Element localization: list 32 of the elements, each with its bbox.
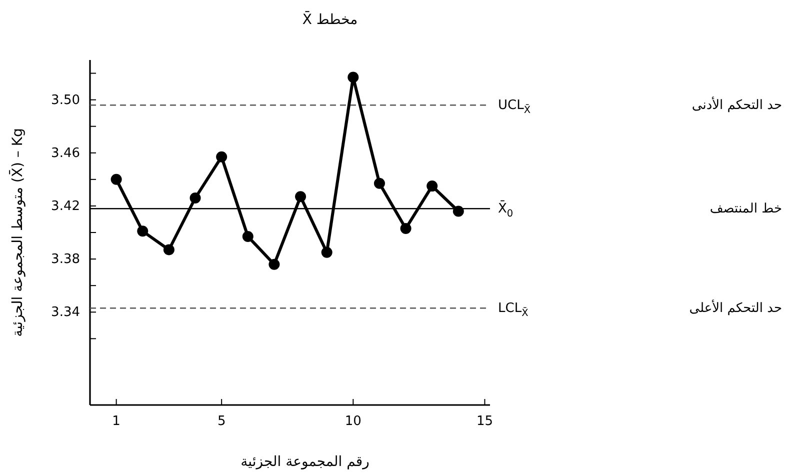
point bbox=[400, 223, 412, 234]
point bbox=[163, 244, 174, 256]
x-tick-label: 5 bbox=[217, 414, 226, 429]
y-tick-label: 3.38 bbox=[51, 252, 80, 267]
ref-line-label: UCL$_{X̄}$ bbox=[498, 98, 531, 116]
x-axis-title: رقم المجموعة الجزئية bbox=[240, 454, 370, 470]
y-tick-label: 3.34 bbox=[51, 304, 80, 320]
point bbox=[348, 72, 359, 83]
point bbox=[426, 180, 438, 192]
point bbox=[216, 151, 228, 162]
y-axis-title: متوسط المجموعة الجزئية (X̄) – Kg bbox=[8, 128, 26, 337]
ref-line-label: LCL$_{X̄}$ bbox=[498, 300, 529, 320]
ref-line-label: X̄$_{0}$ bbox=[498, 200, 514, 220]
point bbox=[452, 206, 464, 217]
y-tick-label: 3.42 bbox=[51, 198, 80, 214]
text: خط المنتصف bbox=[710, 201, 782, 216]
point bbox=[190, 192, 201, 204]
x-tick-label: 15 bbox=[476, 414, 494, 429]
text: حد التحكم الأعلى bbox=[689, 298, 782, 316]
x-tick-label: 10 bbox=[344, 414, 362, 429]
point bbox=[242, 230, 254, 242]
y-tick-label: 3.50 bbox=[51, 92, 80, 108]
chart-title: مخطط X̄ bbox=[302, 10, 358, 28]
text: حد التحكم الأدنى bbox=[692, 96, 782, 113]
y-tick-label: 3.46 bbox=[51, 145, 80, 160]
point bbox=[137, 226, 148, 237]
point bbox=[295, 191, 306, 202]
point bbox=[321, 246, 332, 258]
point bbox=[374, 178, 385, 189]
x-tick-label: 1 bbox=[112, 414, 120, 429]
point bbox=[268, 258, 280, 270]
point bbox=[110, 174, 122, 185]
